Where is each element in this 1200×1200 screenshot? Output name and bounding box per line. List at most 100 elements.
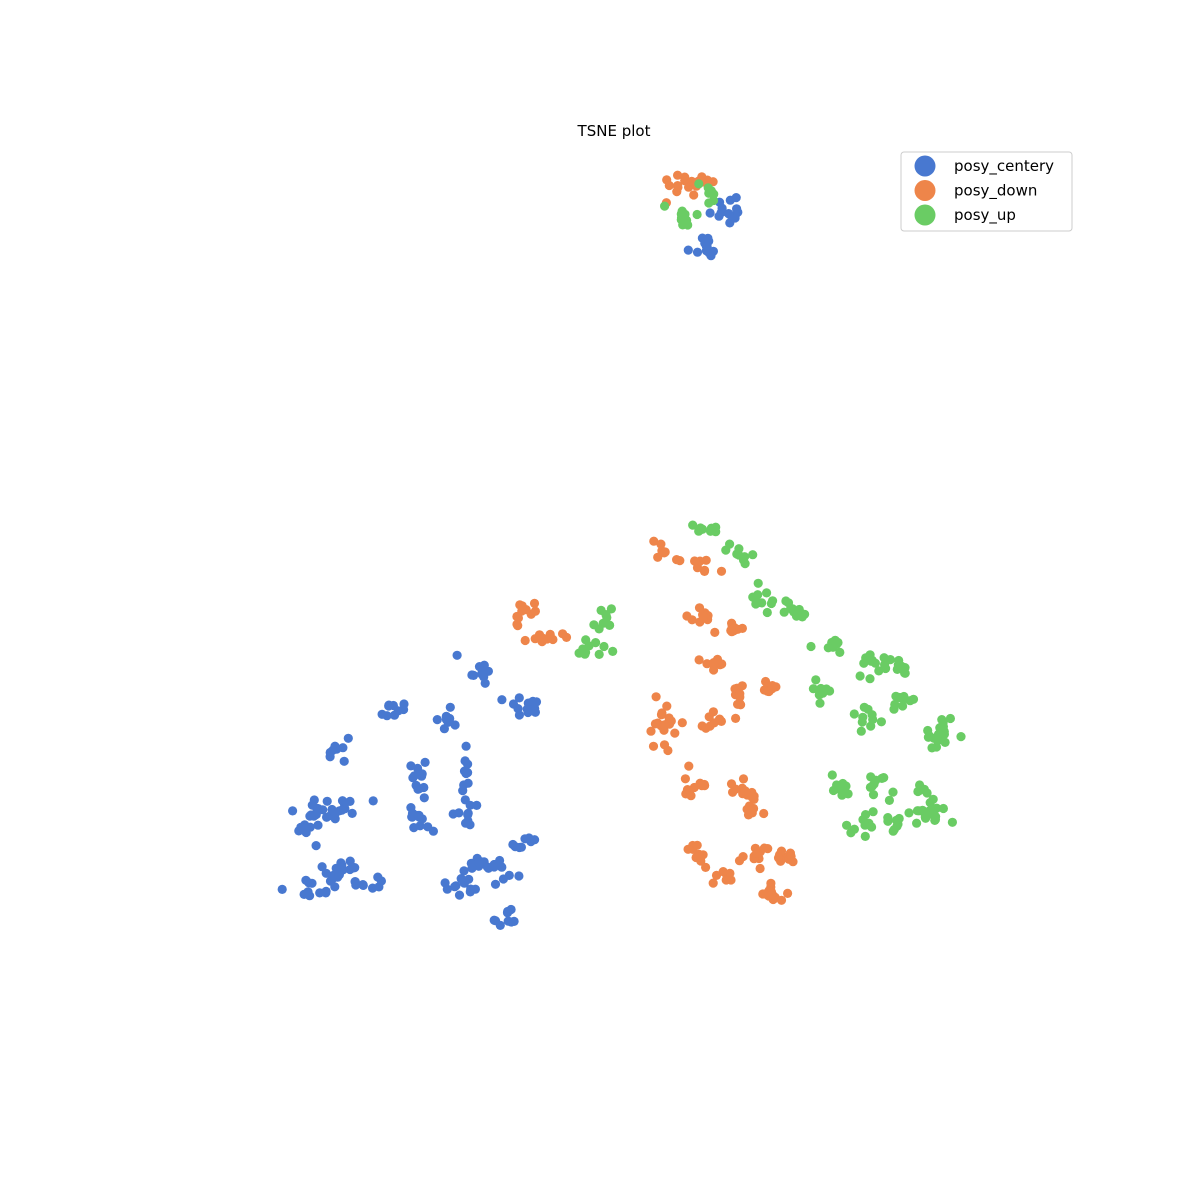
point: [716, 566, 727, 576]
point: [708, 878, 718, 888]
legend-label: posy_down: [954, 182, 1037, 201]
point: [307, 878, 317, 888]
legend-marker: [914, 155, 936, 177]
point: [456, 874, 466, 884]
point: [313, 820, 323, 830]
point: [531, 697, 542, 707]
point: [406, 761, 416, 771]
point: [692, 840, 702, 850]
point: [898, 701, 908, 711]
point: [686, 791, 696, 801]
point: [305, 822, 315, 832]
point: [857, 717, 867, 727]
point: [695, 523, 706, 533]
point: [463, 816, 473, 826]
point: [503, 916, 513, 926]
point: [940, 737, 950, 748]
point: [726, 779, 737, 789]
legend-label: posy_up: [954, 206, 1016, 225]
point: [945, 713, 956, 724]
point: [734, 856, 745, 866]
point: [534, 630, 545, 640]
point: [343, 733, 353, 743]
point: [337, 860, 347, 870]
point: [724, 209, 734, 219]
point: [762, 607, 772, 618]
point: [735, 692, 745, 702]
point: [933, 736, 943, 746]
point: [338, 743, 348, 753]
point: [440, 878, 450, 888]
point: [806, 641, 816, 652]
point: [922, 788, 932, 798]
point: [755, 863, 765, 874]
point: [649, 536, 659, 546]
point: [653, 552, 663, 562]
series-posy-centery: [277, 193, 743, 931]
point: [419, 782, 429, 793]
point: [666, 716, 676, 726]
point: [432, 715, 442, 725]
point: [684, 761, 694, 771]
point: [452, 650, 462, 660]
series-posy-down: [512, 170, 798, 905]
point: [441, 714, 451, 725]
point: [388, 700, 398, 711]
point: [376, 876, 386, 886]
point: [753, 578, 763, 588]
point: [839, 786, 849, 796]
point: [702, 241, 712, 251]
point: [530, 606, 541, 616]
point: [753, 598, 763, 608]
point: [752, 848, 762, 858]
point: [883, 813, 893, 823]
point: [480, 665, 491, 676]
point: [648, 741, 659, 751]
point: [726, 625, 736, 636]
point: [646, 726, 656, 736]
point: [860, 831, 870, 842]
point: [920, 808, 930, 819]
point: [759, 808, 769, 819]
point: [389, 710, 400, 720]
point: [924, 731, 934, 741]
point: [466, 884, 476, 894]
point: [717, 203, 727, 213]
point: [762, 588, 772, 598]
point: [832, 780, 842, 790]
point: [672, 555, 682, 565]
point: [660, 201, 670, 211]
point: [358, 880, 368, 891]
point: [694, 179, 704, 189]
point: [938, 721, 949, 732]
point: [497, 695, 507, 705]
point: [868, 790, 879, 800]
point: [783, 888, 793, 899]
point: [876, 717, 887, 727]
point: [861, 810, 871, 820]
point: [759, 843, 770, 853]
point: [322, 812, 332, 822]
point: [734, 544, 744, 554]
point: [337, 805, 347, 815]
point: [656, 710, 667, 720]
point: [411, 780, 421, 791]
point: [529, 598, 540, 609]
point: [445, 702, 455, 712]
point: [334, 870, 344, 880]
point: [461, 741, 471, 751]
point: [368, 796, 378, 806]
point: [591, 638, 601, 648]
point: [746, 806, 756, 816]
point: [683, 245, 693, 255]
point: [846, 828, 856, 838]
point: [419, 793, 429, 803]
point: [767, 681, 778, 691]
point: [350, 863, 360, 873]
point: [938, 803, 949, 814]
point: [502, 908, 513, 918]
point: [673, 181, 683, 191]
point: [694, 655, 704, 665]
point: [542, 634, 552, 644]
point: [823, 643, 833, 653]
